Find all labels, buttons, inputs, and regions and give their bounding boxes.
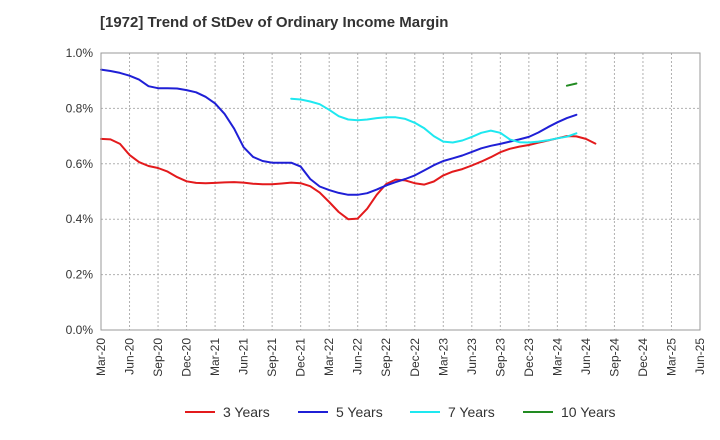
legend-swatch-5-years [298, 411, 328, 413]
y-tick-label: 0.8% [66, 101, 94, 115]
legend-label-7-years: 7 Years [448, 404, 495, 420]
x-tick-label: Jun-20 [123, 338, 137, 375]
x-tick-label: Mar-24 [550, 338, 564, 376]
plot-area-frame [100, 52, 701, 331]
legend-swatch-7-years [410, 411, 440, 413]
x-tick-label: Dec-21 [294, 338, 308, 377]
legend-item-7-years: 7 Years [410, 404, 495, 420]
x-tick-label: Jun-25 [693, 338, 707, 375]
grid-lines [100, 52, 701, 331]
x-tick-label: Dec-24 [636, 338, 650, 377]
x-tick-label: Dec-23 [522, 338, 536, 377]
legend-swatch-10-years [523, 411, 553, 413]
legend-label-3-years: 3 Years [223, 404, 270, 420]
x-tick-label: Mar-25 [664, 338, 678, 376]
y-tick-label: 0.0% [66, 323, 94, 337]
x-tick-label: Sep-21 [265, 338, 279, 377]
series-lines [100, 68, 597, 221]
y-axis-tick-labels: 0.0% 0.2% 0.4% 0.6% 0.8% 1.0% [66, 46, 94, 337]
x-tick-label: Sep-24 [607, 338, 621, 377]
x-tick-label: Mar-21 [208, 338, 222, 376]
x-tick-label: Jun-21 [237, 338, 251, 375]
series-line-3-years [100, 135, 597, 221]
legend-item-3-years: 3 Years [185, 404, 270, 420]
x-tick-label: Dec-22 [408, 338, 422, 377]
legend-label-5-years: 5 Years [336, 404, 383, 420]
legend-item-5-years: 5 Years [298, 404, 383, 420]
legend-item-10-years: 10 Years [523, 404, 616, 420]
x-tick-label: Dec-20 [180, 338, 194, 377]
series-line-5-years [100, 68, 578, 196]
y-tick-label: 0.2% [66, 268, 94, 282]
x-tick-label: Jun-24 [579, 338, 593, 375]
y-tick-label: 1.0% [66, 46, 94, 60]
x-tick-label: Sep-23 [493, 338, 507, 377]
y-tick-label: 0.6% [66, 157, 94, 171]
chart-title: [1972] Trend of StDev of Ordinary Income… [100, 14, 449, 31]
series-line-7-years [290, 97, 578, 144]
x-tick-label: Sep-22 [379, 338, 393, 377]
x-tick-label: Mar-22 [322, 338, 336, 376]
x-tick-label: Jun-22 [351, 338, 365, 375]
x-tick-label: Mar-20 [94, 338, 108, 376]
x-axis-tick-labels: Mar-20 Jun-20 Sep-20 Dec-20 Mar-21 Jun-21 Sep-… [94, 338, 707, 377]
x-tick-label: Mar-23 [436, 338, 450, 376]
series-line-10-years [565, 82, 578, 87]
x-tick-label: Jun-23 [465, 338, 479, 375]
legend-swatch-3-years [185, 411, 215, 413]
y-tick-label: 0.4% [66, 212, 94, 226]
legend-label-10-years: 10 Years [561, 404, 616, 420]
x-tick-label: Sep-20 [151, 338, 165, 377]
